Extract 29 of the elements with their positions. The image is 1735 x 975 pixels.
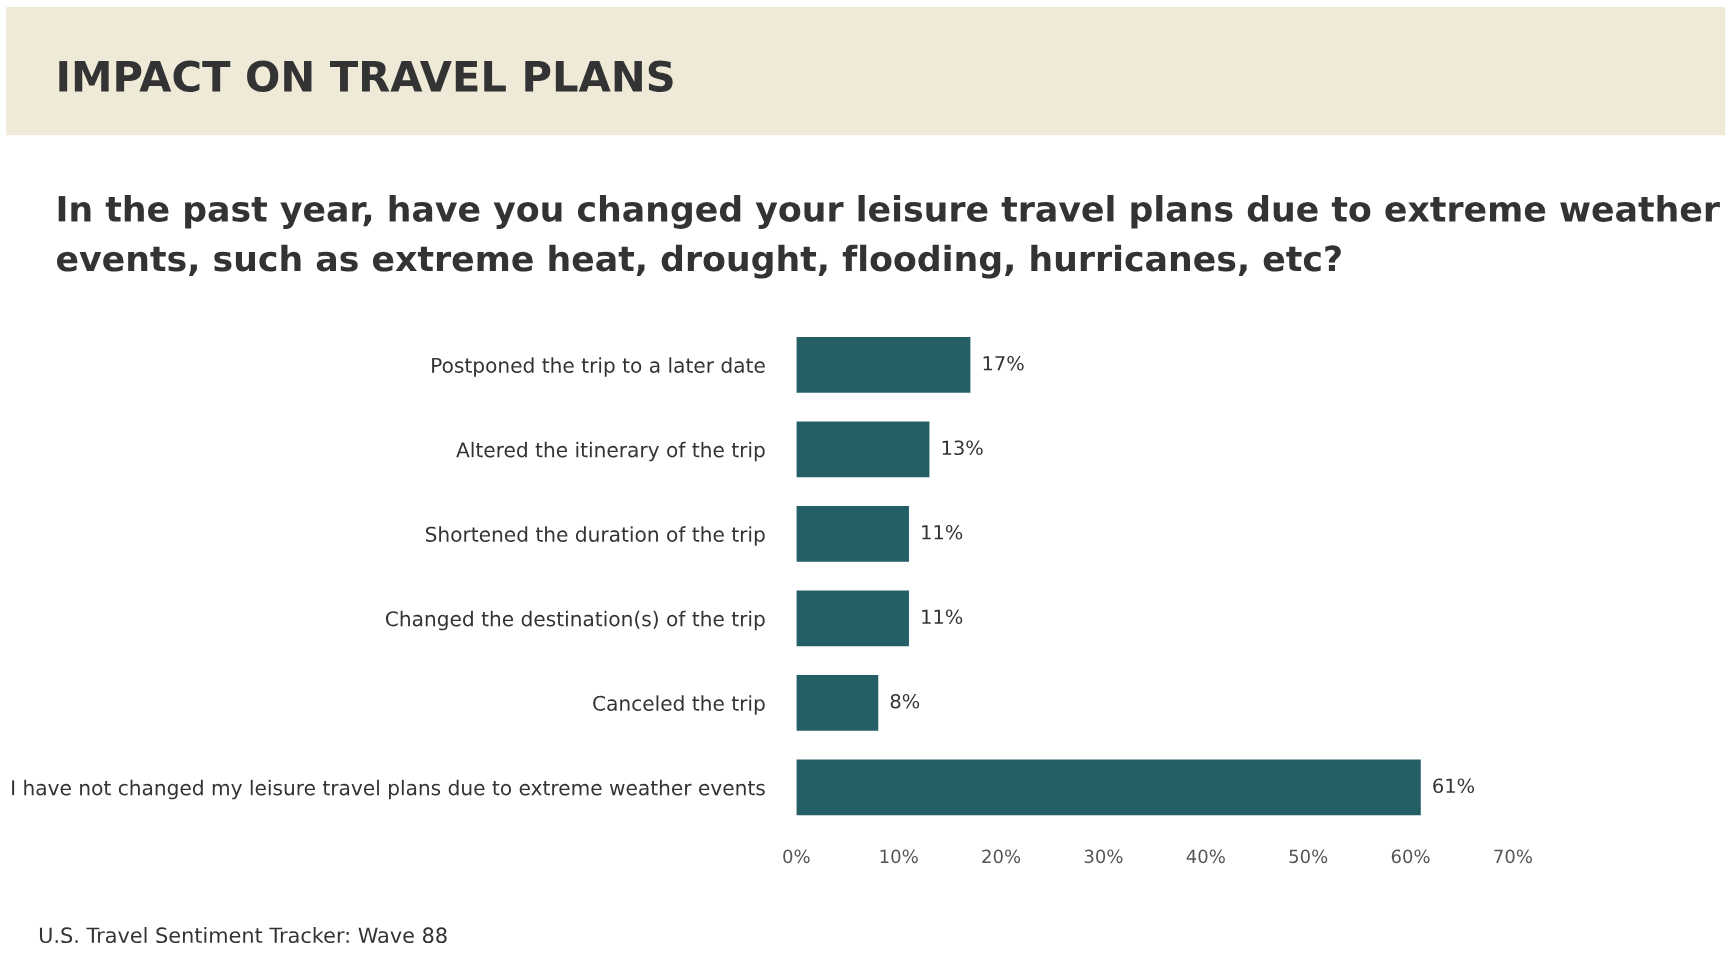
bar: [796, 506, 909, 562]
x-tick-label: 50%: [1289, 849, 1328, 864]
x-tick-label: 70%: [1494, 849, 1532, 864]
y-tick-label: Altered the itinerary of the trip: [456, 441, 765, 462]
bar: [796, 590, 909, 647]
bar: [796, 759, 1421, 816]
x-tick-label: 20%: [982, 849, 1021, 864]
data-label: 17%: [983, 355, 1024, 371]
data-label: 8%: [890, 693, 920, 709]
bar: [796, 337, 971, 393]
data-label: 11%: [922, 609, 963, 625]
data-label: 61%: [1433, 778, 1475, 794]
data-label: 11%: [922, 524, 963, 540]
y-tick-label: I have not changed my leisure travel plans due to extreme weather events: [12, 779, 765, 800]
text: U.S. Travel Sentiment Tracker: Wave 88: [39, 926, 447, 944]
bar: [796, 421, 930, 478]
chart-subtitle: In the past year, have you changed your leisure travel plans due to extreme weather events, such as extreme heat, drought, flooding, hurricanes, etc?: [57, 195, 1720, 279]
bar: [796, 675, 879, 731]
x-tick-label: 40%: [1186, 849, 1225, 864]
x-tick-label: 0%: [783, 849, 810, 864]
y-tick-label: Postponed the trip to a later date: [432, 357, 765, 377]
text: IMPACT ON TRAVEL PLANS: [59, 60, 673, 93]
x-tick-label: 30%: [1084, 849, 1123, 864]
x-tick-label: 10%: [880, 849, 918, 864]
x-tick-label: 60%: [1391, 849, 1430, 864]
y-tick-label: Shortened the duration of the trip: [425, 526, 765, 546]
y-tick-label: Changed the destination(s) of the trip: [385, 610, 765, 631]
data-label: 13%: [942, 440, 983, 456]
y-tick-label: Canceled the trip: [593, 695, 765, 715]
